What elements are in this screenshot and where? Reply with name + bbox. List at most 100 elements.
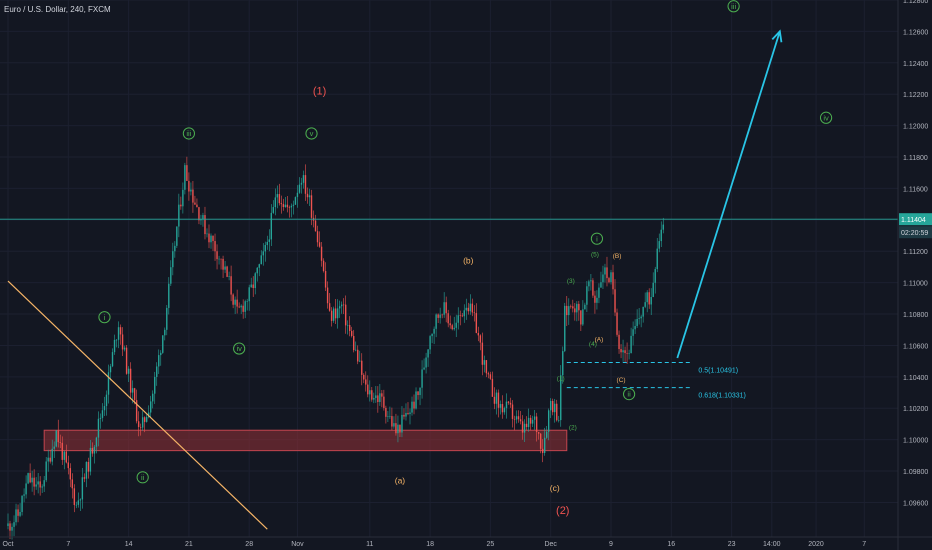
candle-body [17,509,19,516]
price-tick-label: 1.10800 [903,312,928,319]
candle-body [47,457,49,462]
candle-body [638,318,640,320]
candle-body [15,509,17,523]
candle-body [630,335,632,354]
candle-body [246,301,248,302]
candle-body [254,273,256,289]
candle-body [119,327,122,335]
candle-body [85,461,88,479]
candle-body [278,194,281,204]
candle-body [208,233,210,243]
candle-body [252,284,254,289]
candle-body [614,289,616,313]
time-tick-label: 14:00 [763,541,781,548]
time-tick-label: 16 [667,541,675,548]
candle-body [618,334,620,350]
candle-body [97,418,100,438]
chart-title: Euro / U.S. Dollar, 240, FXCM [4,5,111,14]
candle-body [131,388,134,393]
candle-body [509,402,512,405]
candle-body [357,349,359,362]
candle-body [469,303,471,312]
candle-body [238,306,240,308]
candle-body [451,325,453,330]
time-tick-label: 9 [609,541,613,548]
candle-body [294,197,297,205]
candle-body [483,360,486,365]
candle-body [650,297,652,305]
candle-body [606,267,608,279]
candle-body [318,242,321,247]
candle-body [431,333,433,337]
candle-body [491,378,494,397]
wave-label: ii [627,390,631,399]
current-price-badge [899,213,932,226]
wave-label: (b) [463,255,474,265]
candle-body [545,431,548,438]
candle-body [485,360,488,374]
candle-body [328,303,331,311]
candle-body [658,241,660,249]
candle-body [662,224,664,230]
candle-body [127,368,130,374]
candle-body [616,312,618,335]
candle-body [182,189,184,207]
candle-body [620,349,622,353]
candle-body [133,388,136,401]
candle-body [598,287,600,298]
candle-body [212,235,214,242]
candle-body [636,319,638,327]
candle-body [27,473,29,484]
candle-body [200,219,202,221]
price-tick-label: 1.12200 [903,92,928,99]
candle-body [529,417,532,424]
candle-body [656,248,658,270]
price-tick-label: 1.12800 [903,0,928,5]
price-tick-label: 1.10200 [903,406,928,413]
price-axis[interactable]: 1.09600 1.09800 1.10000 1.10200 1.10400 1.106… [899,0,932,507]
candle-body [349,325,351,331]
candle-body [174,245,176,252]
candle-body [330,310,333,321]
candle-body [401,414,403,433]
candle-body [25,483,27,495]
current-price-label: 1.11404 [901,217,926,224]
candle-body [385,407,387,417]
candle-body [29,473,31,483]
candle-body [429,336,431,350]
candle-body [73,488,76,505]
candle-body [642,306,644,317]
candle-body [244,301,246,312]
candle-body [21,495,23,512]
candle-body [288,207,291,208]
time-tick-label: 2020 [808,541,824,548]
support-zone [43,429,568,452]
candle-body [455,322,457,328]
candle-body [517,416,520,420]
time-tick-label: 21 [185,541,193,548]
countdown-label: 02:20:59 [901,230,928,237]
projection-arrow-shaft [676,31,781,359]
candle-body [594,295,596,303]
wave-label: i [104,313,106,322]
candles [7,156,664,540]
candle-body [515,416,518,420]
candle-body [487,373,490,375]
wave-label: (A) [595,336,604,343]
wave-label: (c) [550,483,560,493]
candle-body [654,269,656,283]
candle-body [600,282,602,288]
time-axis[interactable]: Oct 7 14 21 28 Nov 11 18 25 Dec 9 16 23 14:00 2020 7 [3,541,867,548]
candle-body [383,396,385,408]
candle-body [596,297,598,303]
wave-label: (C) [617,377,626,384]
candle-body [393,423,395,427]
price-tick-label: 1.11600 [903,186,928,193]
candle-body [290,205,293,208]
candle-body [162,335,164,353]
candle-body [117,327,120,340]
candle-body [391,416,393,427]
candle-body [413,401,415,409]
candle-body [296,192,299,198]
